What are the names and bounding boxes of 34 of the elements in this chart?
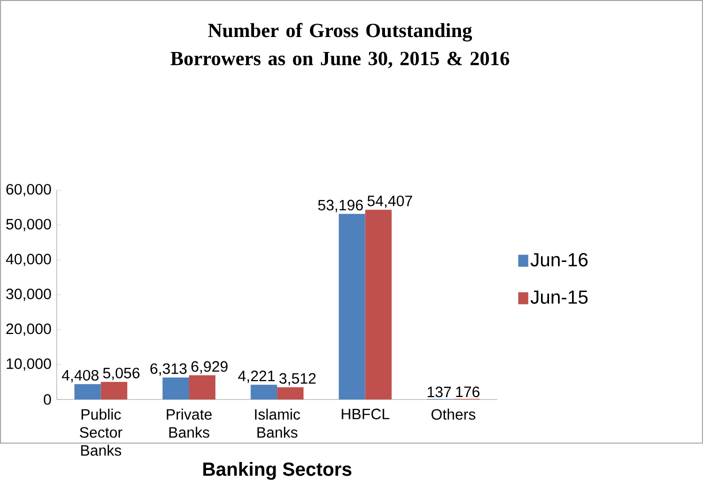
data-label: 6,313 [150,363,187,376]
data-label: 176 [456,386,480,398]
x-axis-title: Banking Sectors [203,462,352,480]
x-tick-label: Public Sector Banks [80,408,122,456]
y-tick-label: 0 [44,394,51,405]
legend-label: Jun-15 [530,290,588,304]
chart-title: Number of Gross Outstanding Borrowers as on June 30, 2015 & 2016 [170,23,510,68]
data-label: 137 [428,386,451,398]
bar [188,375,216,400]
x-tick-label: Private Banks [166,408,212,438]
bar [250,384,278,400]
bar [74,384,101,400]
y-tick-label: 20,000 [6,324,51,336]
bar [277,387,304,400]
y-tick-label: 40,000 [6,254,51,266]
x-tick-label: Others [432,408,476,420]
data-label: 4,221 [238,370,275,384]
bar [162,378,189,400]
data-label: 53,196 [318,200,363,212]
bar [365,210,392,400]
legend-label: Jun-16 [530,253,588,267]
data-label: 54,407 [368,196,412,208]
data-label: 3,512 [279,373,316,386]
bar [100,382,128,400]
x-tick-label: Islamic Banks [255,408,300,438]
data-label: 5,056 [103,368,140,380]
x-tick-label: HBFCL [342,408,390,420]
y-tick-label: 60,000 [6,184,51,196]
y-tick-label: 30,000 [6,288,51,302]
data-label: 6,929 [191,361,228,374]
bar [338,214,366,400]
y-tick-label: 50,000 [6,218,51,232]
y-tick-label: 10,000 [6,358,51,371]
data-label: 4,408 [62,370,98,382]
